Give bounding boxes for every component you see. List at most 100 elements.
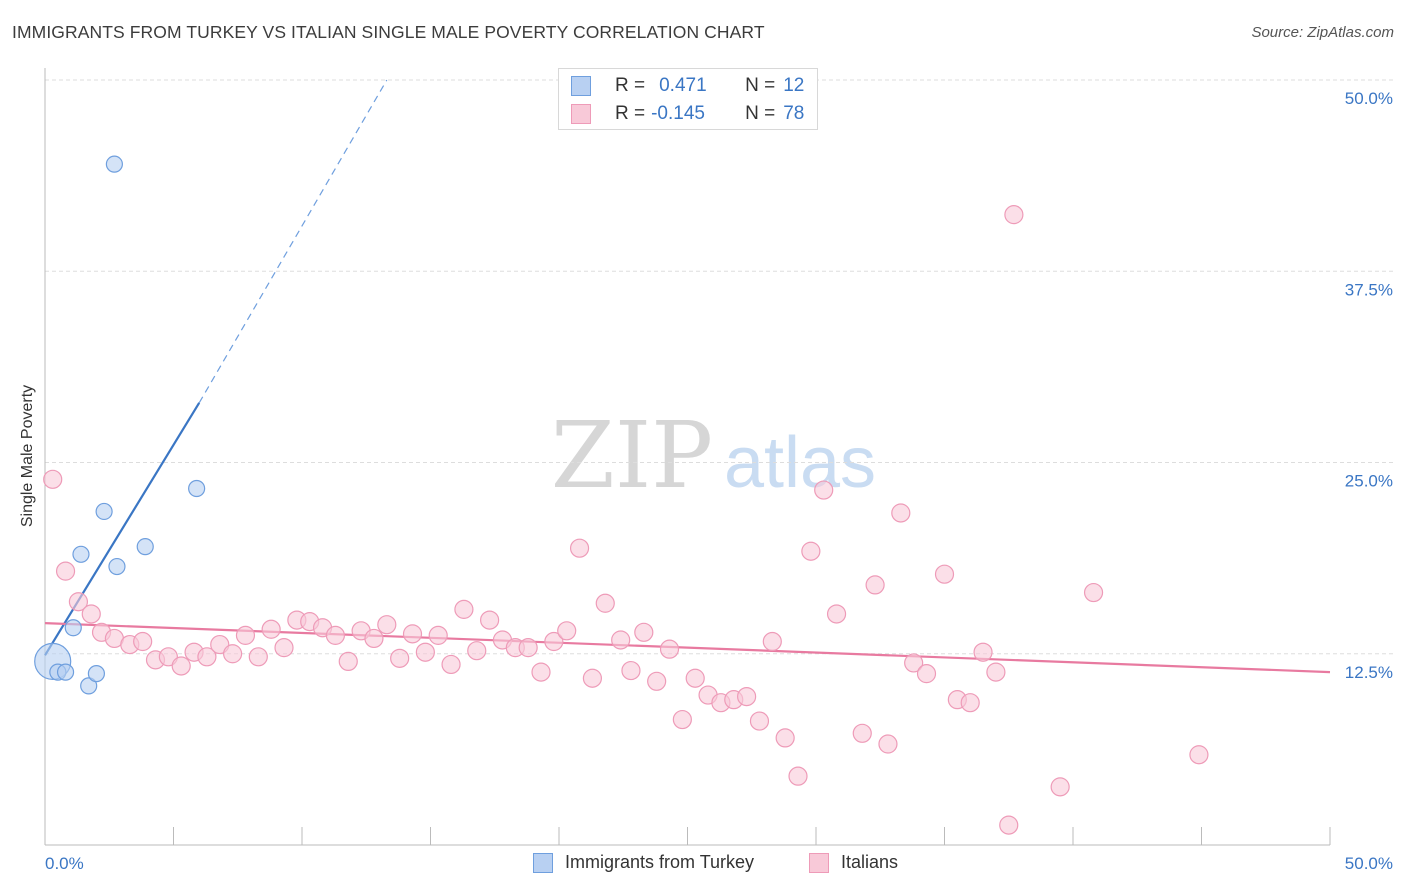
x-tick-label: 50.0% (1345, 854, 1393, 873)
italians-point (973, 642, 993, 662)
italians-point (43, 469, 63, 489)
italians-point (775, 728, 795, 748)
italians-point (377, 615, 397, 635)
r-value: -0.145 (651, 103, 705, 124)
italians-point (685, 668, 705, 688)
italians-point (916, 664, 937, 684)
italians-point (557, 621, 577, 641)
x-tick-labels: 0.0% 50.0% (45, 854, 1393, 873)
italians-point (999, 815, 1019, 835)
italians-trend-line (44, 622, 1331, 674)
italians-point (621, 660, 641, 681)
italians-point (467, 641, 487, 661)
axes (44, 68, 1331, 846)
italians-point (1083, 582, 1104, 603)
legend-item-turkey[interactable]: Immigrants from Turkey (533, 852, 754, 873)
legend-swatch-turkey (533, 852, 553, 873)
italians-point (788, 766, 808, 786)
turkey-point (56, 663, 75, 681)
italians-point (390, 648, 410, 668)
turkey-point (95, 502, 113, 521)
italians-point (749, 711, 770, 731)
italians-point (986, 662, 1006, 682)
legend-swatch-italians (809, 852, 829, 873)
turkey-point (87, 665, 106, 683)
r-label: R = (615, 103, 646, 124)
italians-swatch (571, 104, 591, 124)
italians-point (891, 503, 911, 523)
legend-item-italians[interactable]: Italians (809, 852, 898, 873)
grid-lines (45, 79, 1395, 655)
n-value: 12 (783, 75, 805, 96)
italians-point (274, 638, 294, 658)
legend-label-turkey: Immigrants from Turkey (565, 852, 755, 872)
y-tick-labels: 12.5% 25.0% 37.5% 50.0% (1345, 89, 1393, 682)
italians-point (261, 619, 281, 639)
italians-point (582, 668, 603, 688)
stats-row-turkey: R = 0.471 N = 12 (571, 73, 805, 99)
turkey-point (72, 545, 90, 563)
italians-point (904, 653, 924, 673)
stats-box: R = 0.471 N = 12 R = -0.145 N = 78 (558, 68, 818, 130)
italians-point (878, 734, 898, 754)
italians-point (865, 575, 885, 595)
stats-row-italians: R = -0.145 N = 78 (571, 101, 805, 127)
x-tick-label: 0.0% (45, 854, 84, 873)
n-label: N = (745, 75, 776, 96)
chart-title: IMMIGRANTS FROM TURKEY VS ITALIAN SINGLE… (12, 22, 765, 42)
italians-point (634, 622, 654, 642)
italians-point (235, 625, 256, 645)
italians-point (531, 662, 551, 682)
italians-point (737, 686, 757, 707)
italians-point (81, 604, 101, 624)
turkey-point (64, 619, 82, 637)
italians-point (647, 671, 667, 691)
y-tick-label: 25.0% (1345, 472, 1393, 491)
italians-point (934, 564, 955, 584)
italians-point (480, 610, 500, 630)
italians-point (223, 644, 243, 664)
italians-point (852, 723, 872, 743)
italians-point (171, 656, 191, 676)
italians-point (441, 654, 461, 675)
italians-point (428, 625, 448, 645)
italians-point (1189, 745, 1209, 765)
italians-point (544, 631, 564, 652)
turkey-trend-extension (198, 79, 388, 404)
y-tick-label: 50.0% (1345, 89, 1393, 108)
legend: Immigrants from Turkey Italians (0, 852, 1406, 878)
italians-point (133, 631, 153, 652)
italians-point (826, 604, 847, 624)
turkey-point (108, 557, 126, 576)
turkey-trend-line (44, 402, 201, 656)
turkey-point (80, 677, 98, 695)
italians-point (1004, 205, 1024, 225)
italians-point (518, 638, 538, 658)
italians-point (801, 541, 821, 561)
italians-point (762, 631, 782, 652)
turkey-swatch (571, 76, 591, 96)
italians-point (325, 625, 346, 645)
italians-point (611, 630, 631, 650)
data-points (34, 155, 1209, 835)
y-tick-label: 37.5% (1345, 280, 1393, 299)
italians-point (454, 599, 474, 619)
r-value: 0.471 (659, 75, 707, 96)
italians-point (659, 639, 680, 659)
italians-point (338, 651, 358, 672)
italians-point (364, 628, 384, 649)
italians-point (960, 693, 980, 713)
italians-point (814, 480, 834, 500)
source-label: Source: ZipAtlas.com (1251, 24, 1394, 41)
watermark-zip: ZIP (551, 402, 713, 509)
italians-point (415, 642, 435, 662)
n-value: 78 (783, 103, 805, 124)
turkey-point (188, 479, 206, 498)
italians-point (402, 624, 423, 644)
turkey-point (136, 538, 154, 556)
r-label: R = (615, 75, 646, 96)
italians-point (68, 592, 89, 612)
italians-point (595, 593, 615, 613)
italians-point (248, 647, 268, 667)
